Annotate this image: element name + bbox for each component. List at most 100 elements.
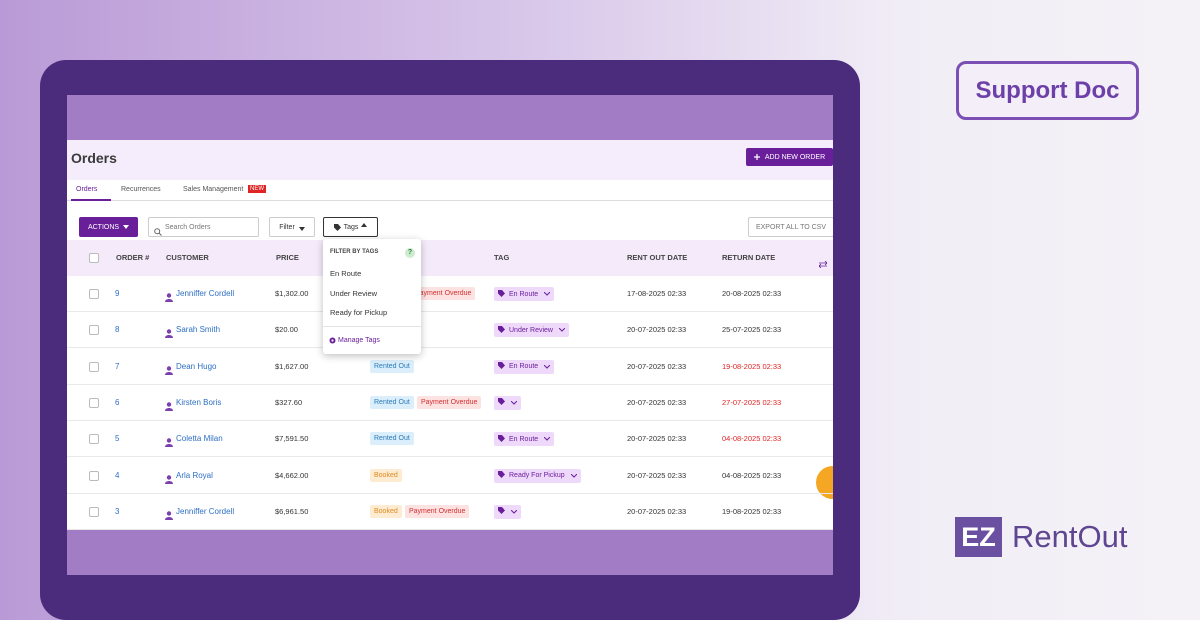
columns-icon bbox=[818, 255, 828, 273]
order-number[interactable]: 9 bbox=[115, 289, 120, 298]
active-tab-underline bbox=[71, 199, 111, 201]
tag-pill[interactable]: En Route bbox=[494, 432, 555, 447]
row-divider bbox=[67, 492, 833, 494]
tags-label: Tags bbox=[343, 223, 359, 231]
tab[interactable]: Orders bbox=[76, 186, 98, 193]
price: $4,662.00 bbox=[275, 470, 309, 480]
row-checkbox[interactable] bbox=[89, 289, 99, 299]
app-screen: Orders ADD NEW ORDER Orders Recurrences Sa… bbox=[67, 95, 833, 575]
row-checkbox[interactable] bbox=[89, 506, 99, 517]
row-divider bbox=[67, 383, 833, 385]
support-badge-text: Support Doc bbox=[975, 76, 1120, 104]
customer-icon bbox=[165, 507, 173, 525]
tag-icon bbox=[498, 507, 505, 516]
row-checkbox[interactable] bbox=[89, 325, 99, 336]
search-box[interactable]: Search Orders bbox=[148, 217, 259, 237]
tag-pill[interactable] bbox=[494, 504, 521, 519]
manage-tags-link[interactable]: Manage Tags bbox=[338, 337, 380, 344]
tabs-divider bbox=[67, 200, 833, 201]
caret bbox=[123, 223, 130, 231]
tag-icon bbox=[498, 325, 505, 335]
tag-pill[interactable] bbox=[494, 395, 521, 410]
table-header bbox=[67, 240, 833, 276]
dropdown-divider bbox=[323, 326, 421, 327]
order-number[interactable]: 6 bbox=[115, 397, 120, 407]
status-pill: Payment Overdue bbox=[405, 504, 470, 518]
tag-label: Under Review bbox=[509, 326, 553, 334]
tag-pill[interactable]: Ready For Pickup bbox=[494, 468, 581, 483]
row-checkbox[interactable] bbox=[89, 361, 99, 372]
price: $7,591.50 bbox=[275, 434, 309, 444]
row-checkbox[interactable] bbox=[89, 397, 99, 408]
rent-out-date: 20-07-2025 02:33 bbox=[627, 470, 687, 480]
row-checkbox[interactable] bbox=[89, 434, 99, 445]
column-header: TAG bbox=[494, 253, 510, 262]
customer-name[interactable]: Kirsten Boris bbox=[176, 397, 222, 407]
return-date: 27-07-2025 02:33 bbox=[722, 397, 782, 407]
status-pill: Booked bbox=[370, 468, 402, 482]
caret bbox=[558, 326, 566, 334]
customer-icon bbox=[165, 398, 173, 416]
tag-icon bbox=[498, 362, 505, 371]
rent-out-date: 20-07-2025 02:33 bbox=[627, 434, 687, 444]
tag-option[interactable]: Ready for Pickup bbox=[330, 308, 388, 317]
tag-label: En Route bbox=[509, 363, 539, 371]
customer-name[interactable]: Coletta Milan bbox=[176, 434, 223, 444]
caret bbox=[510, 399, 518, 407]
caret bbox=[543, 363, 551, 371]
actions-button[interactable]: ACTIONS bbox=[79, 217, 138, 237]
order-number[interactable]: 3 bbox=[115, 506, 120, 516]
help-fab[interactable] bbox=[816, 466, 833, 499]
support-badge: Support Doc bbox=[956, 61, 1139, 120]
return-date: 20-08-2025 02:33 bbox=[722, 289, 782, 298]
tag-pill[interactable]: Under Review bbox=[494, 323, 569, 338]
customer-name[interactable]: Jenniffer Cordell bbox=[176, 289, 235, 298]
filter-button[interactable]: Filter bbox=[269, 217, 315, 237]
row-divider bbox=[67, 456, 833, 458]
customer-icon bbox=[165, 471, 173, 489]
page-title: Orders bbox=[71, 150, 117, 166]
price: $1,627.00 bbox=[275, 361, 309, 371]
return-date: 19-08-2025 02:33 bbox=[722, 506, 782, 516]
customer-name[interactable]: Arla Royal bbox=[176, 470, 213, 480]
tag-option[interactable]: Under Review bbox=[330, 288, 378, 298]
customer-name[interactable]: Sarah Smith bbox=[176, 325, 221, 335]
status-pill: Payment Overdue bbox=[417, 395, 482, 409]
tag-icon bbox=[498, 471, 505, 480]
order-number[interactable]: 8 bbox=[115, 325, 120, 335]
select-all[interactable] bbox=[89, 253, 99, 263]
order-number[interactable]: 7 bbox=[115, 361, 120, 371]
tab[interactable]: Sales Management bbox=[183, 186, 244, 193]
tab[interactable]: Recurrences bbox=[121, 186, 161, 193]
column-header: RETURN DATE bbox=[722, 253, 776, 262]
column-header: CUSTOMER bbox=[166, 253, 209, 262]
tag-pill[interactable]: En Route bbox=[494, 287, 555, 301]
export-button[interactable]: EXPORT ALL TO CSV bbox=[748, 217, 833, 237]
customer-icon bbox=[165, 434, 173, 452]
order-number[interactable]: 4 bbox=[115, 470, 120, 480]
tag-pill[interactable]: En Route bbox=[494, 359, 555, 374]
return-date: 25-07-2025 02:33 bbox=[722, 325, 782, 335]
caret bbox=[570, 472, 577, 480]
tags-button[interactable]: Tags bbox=[323, 217, 378, 237]
brand-mark: EZ bbox=[955, 517, 1002, 557]
order-number[interactable]: 5 bbox=[115, 434, 120, 444]
actions-label: ACTIONS bbox=[87, 223, 120, 231]
tag-option[interactable]: En Route bbox=[330, 269, 362, 278]
price: $327.60 bbox=[275, 397, 303, 407]
rent-out-date: 20-07-2025 02:33 bbox=[627, 361, 687, 371]
row-divider bbox=[67, 311, 833, 312]
customer-icon bbox=[165, 362, 173, 380]
row-divider bbox=[67, 528, 833, 530]
price: $6,961.50 bbox=[275, 506, 309, 516]
tab-new-badge: NEW bbox=[248, 185, 266, 193]
brand-name: RentOut bbox=[1012, 519, 1128, 554]
row-checkbox[interactable] bbox=[89, 470, 99, 481]
customer-name[interactable]: Dean Hugo bbox=[176, 361, 217, 371]
add-order-button[interactable]: ADD NEW ORDER bbox=[746, 148, 833, 166]
customer-name[interactable]: Jenniffer Cordell bbox=[176, 506, 235, 516]
price: $1,302.00 bbox=[275, 289, 309, 298]
rent-out-date: 17-08-2025 02:33 bbox=[627, 289, 687, 298]
rent-out-date: 20-07-2025 02:33 bbox=[627, 325, 687, 335]
